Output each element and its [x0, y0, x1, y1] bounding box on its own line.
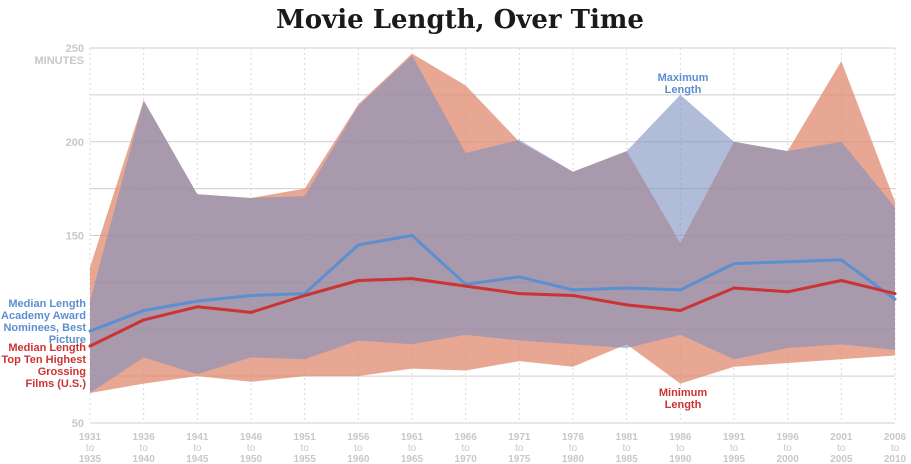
range-bands	[90, 53, 895, 393]
x-tick-label: 1931 to 1935	[79, 432, 102, 464]
x-tick-label: 1991 to 1995	[723, 432, 746, 464]
grossing-median-line-point	[249, 310, 253, 314]
grossing-median-line-point	[410, 277, 414, 281]
y-axis-label: MINUTES	[35, 55, 85, 67]
grossing-median-line-point	[571, 294, 575, 297]
x-tick-label: 1956 to 1960	[347, 432, 370, 464]
grossing-median-line-point	[356, 279, 360, 282]
x-tick-label: 1946 to 1950	[240, 432, 263, 464]
y-tick-label: 200	[66, 137, 84, 149]
grossing-median-line-point	[303, 294, 307, 297]
y-tick-label: 150	[66, 231, 84, 243]
academy-median-line-point	[678, 288, 682, 292]
x-tick-label: 1971 to 1975	[508, 432, 531, 464]
grossing-median-line-point	[732, 286, 736, 290]
grossing-median-line	[89, 277, 896, 348]
maximum-length-label: Maximum Length	[658, 72, 709, 96]
x-tick-label: 2001 to 2005	[830, 432, 853, 464]
grossing-median-line-point	[142, 318, 146, 322]
academy-median-line-point	[786, 260, 790, 264]
grossing-median-line-point	[786, 290, 790, 294]
academy-median-line-point	[142, 309, 146, 312]
chart-title: Movie Length, Over Time	[276, 5, 644, 35]
grossing-median-line-point	[839, 279, 843, 282]
grossing-median-line-point	[625, 303, 629, 307]
academy-median-line-point	[732, 262, 736, 266]
academy-median-line-point	[517, 275, 521, 279]
academy-median-line-point	[249, 294, 253, 297]
x-tick-label: 1986 to 1990	[669, 432, 692, 464]
academy-median-line-point	[356, 243, 360, 247]
grossing-median-label: Median Length Top Ten Highest Grossing Film…	[1, 342, 86, 390]
y-tick-label: 50	[72, 418, 84, 430]
academy-median-line-point	[410, 234, 414, 237]
x-axis: 1931 to 1935 1936 to 1940 1941 to 1945 1946 to 1950…	[79, 432, 907, 464]
x-tick-label: 1961 to 1965	[401, 432, 424, 464]
academy-median-label: Median Length Academy Award Nominees, Best…	[1, 298, 86, 346]
academy-median-line-point	[88, 329, 92, 333]
grossing-median-line-point	[464, 284, 468, 288]
y-tick-label: 250	[66, 43, 84, 55]
academy-median-line-point	[625, 286, 629, 290]
x-tick-label: 1951 to 1955	[294, 432, 317, 464]
academy-median-line-point	[839, 258, 843, 262]
grossing-median-line-point	[88, 344, 92, 348]
x-tick-label: 1966 to 1970	[455, 432, 478, 464]
academy-range-band	[90, 55, 895, 393]
x-tick-label: 1981 to 1985	[616, 432, 639, 464]
grossing-median-line-point	[678, 309, 682, 312]
x-tick-label: 1941 to 1945	[186, 432, 209, 464]
x-tick-label: 1976 to 1980	[562, 432, 585, 464]
academy-median-line-point	[893, 297, 897, 301]
x-tick-label: 1996 to 2000	[777, 432, 800, 464]
grossing-median-line-point	[893, 292, 897, 296]
x-tick-label: 1936 to 1940	[133, 432, 156, 464]
academy-median-line-point	[195, 299, 199, 303]
x-tick-label: 2006 to 2010	[884, 432, 907, 464]
academy-median-line	[89, 234, 896, 333]
grossing-median-line-point	[195, 305, 199, 309]
grossing-median-line-point	[517, 292, 521, 296]
minimum-length-label: Minimum Length	[659, 387, 707, 411]
median-lines	[88, 234, 897, 348]
annotations: Maximum Length Minimum Length Median Length A…	[1, 72, 709, 411]
academy-median-line-point	[571, 288, 575, 292]
